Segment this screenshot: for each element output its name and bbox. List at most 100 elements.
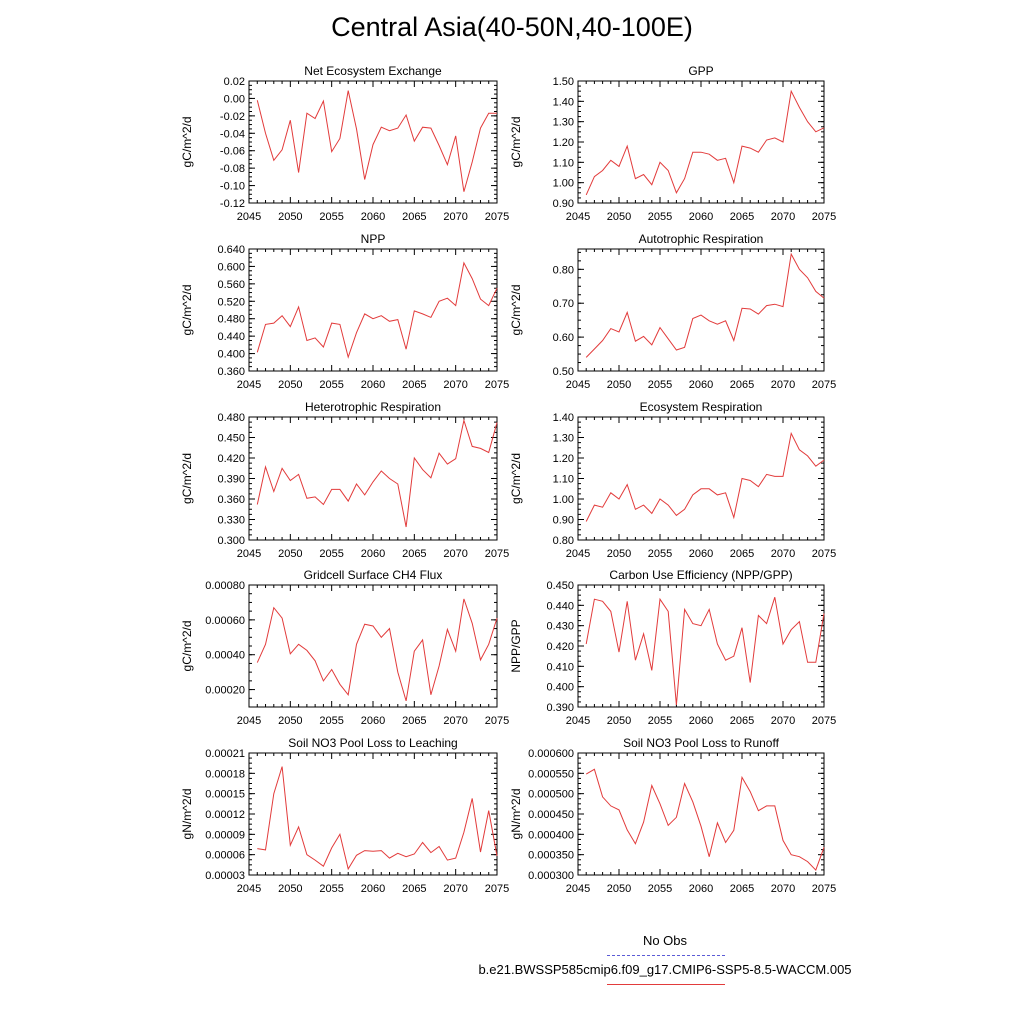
y-tick-label: 0.00006: [205, 850, 245, 862]
series-line: [585, 89, 825, 196]
plot-frame: [577, 80, 825, 204]
panel-title: Heterotrophic Respiration: [305, 400, 441, 414]
y-axis-label: gC/m^2/d: [509, 453, 523, 504]
y-axis-label: gC/m^2/d: [180, 117, 194, 168]
series-line: [585, 768, 825, 872]
y-tick-label: 0.00021: [205, 748, 245, 760]
y-tick-label: 0.330: [217, 515, 245, 527]
x-tick-label: 2075: [485, 715, 509, 727]
x-tick-label: 2050: [607, 715, 631, 727]
panel-9: Soil NO3 Pool Loss to Leaching gN/m^2/d 20…: [180, 736, 509, 895]
y-axis-label: gC/m^2/d: [509, 117, 523, 168]
y-tick-label: 0.480: [217, 412, 245, 424]
y-tick-label: 0.410: [546, 661, 574, 673]
x-tick-label: 2065: [730, 379, 754, 391]
x-tick-label: 2050: [278, 379, 302, 391]
y-tick-label: -0.12: [220, 198, 245, 210]
x-tick-label: 2070: [443, 883, 467, 895]
y-axis-label: gC/m^2/d: [180, 285, 194, 336]
y-tick-label: 0.420: [546, 641, 574, 653]
y-tick-label: 0.00003: [205, 870, 245, 882]
panel-8: Carbon Use Efficiency (NPP/GPP) NPP/GPP 20…: [509, 568, 836, 727]
y-tick-label: 0.360: [217, 494, 245, 506]
y-tick-label: 0.00: [224, 93, 245, 105]
panel-4: Autotrophic Respiration gC/m^2/d 2045 2050 2…: [509, 232, 836, 391]
y-tick-label: 0.000450: [528, 809, 574, 821]
x-tick-label: 2065: [402, 883, 426, 895]
x-tick-label: 2075: [485, 211, 509, 223]
x-tick-label: 2070: [443, 379, 467, 391]
y-tick-label: -0.04: [220, 128, 245, 140]
x-tick-label: 2075: [485, 379, 509, 391]
x-tick-label: 2070: [771, 211, 795, 223]
figure-title: Central Asia(40-50N,40-100E): [331, 12, 693, 42]
y-tick-label: 0.000400: [528, 829, 574, 841]
x-tick-label: 2060: [689, 883, 713, 895]
x-tick-label: 2055: [319, 211, 343, 223]
y-tick-label: 0.00020: [205, 685, 245, 697]
x-tick-label: 2075: [485, 883, 509, 895]
x-tick-label: 2065: [402, 548, 426, 560]
y-tick-label: 0.00040: [205, 650, 245, 662]
y-tick-label: 1.10: [553, 157, 574, 169]
y-tick-label: 0.520: [217, 296, 245, 308]
y-axis-label: gN/m^2/d: [180, 789, 194, 840]
panel-title: Ecosystem Respiration: [640, 400, 763, 414]
panel-title: Soil NO3 Pool Loss to Leaching: [288, 736, 457, 750]
y-tick-label: -0.08: [220, 163, 245, 175]
x-tick-label: 2065: [730, 883, 754, 895]
legend-obs-label: No Obs: [642, 933, 688, 948]
panel-1: Net Ecosystem Exchange gC/m^2/d 2045 2050 20…: [180, 64, 509, 223]
y-tick-label: 1.40: [553, 412, 574, 424]
y-tick-label: 0.600: [217, 261, 245, 273]
x-tick-label: 2045: [237, 211, 261, 223]
x-tick-label: 2045: [566, 715, 590, 727]
y-axis-label: gC/m^2/d: [509, 285, 523, 336]
y-tick-label: 0.000300: [528, 870, 574, 882]
y-tick-label: 1.40: [553, 96, 574, 108]
x-tick-label: 2055: [319, 715, 343, 727]
x-tick-label: 2070: [771, 379, 795, 391]
x-tick-label: 2045: [566, 379, 590, 391]
plot-frame: [577, 416, 825, 541]
y-tick-label: 0.90: [553, 198, 574, 210]
series-line: [256, 261, 498, 359]
y-tick-label: 0.00018: [205, 768, 245, 780]
x-tick-label: 2045: [566, 883, 590, 895]
plot-frame: [248, 80, 498, 204]
y-axis-label: gC/m^2/d: [180, 453, 194, 504]
x-tick-label: 2075: [812, 883, 836, 895]
y-tick-label: 0.00012: [205, 809, 245, 821]
series-line: [585, 431, 825, 522]
x-tick-label: 2055: [648, 715, 672, 727]
x-tick-label: 2055: [319, 548, 343, 560]
x-tick-label: 2075: [812, 211, 836, 223]
panel-6: Ecosystem Respiration gC/m^2/d 2045 2050 205…: [509, 400, 836, 560]
panel-2: GPP gC/m^2/d 2045 2050 2055 2060 2065 2070 2075 0…: [509, 64, 836, 223]
panel-title: GPP: [688, 64, 713, 78]
x-tick-label: 2065: [730, 211, 754, 223]
panel-title: Net Ecosystem Exchange: [304, 64, 442, 78]
plot-frame: [248, 416, 498, 541]
legend-obs-line: [607, 955, 725, 956]
x-tick-label: 2070: [771, 715, 795, 727]
panel-title: Soil NO3 Pool Loss to Runoff: [623, 736, 780, 750]
plot-frame: [577, 248, 825, 372]
y-tick-label: -0.10: [220, 181, 245, 193]
y-axis-label: gC/m^2/d: [180, 621, 194, 672]
plot-frame: [248, 584, 498, 708]
x-tick-label: 2055: [648, 883, 672, 895]
x-tick-label: 2060: [689, 379, 713, 391]
x-tick-label: 2045: [237, 548, 261, 560]
x-tick-label: 2045: [237, 883, 261, 895]
plot-frame: [577, 584, 825, 708]
y-tick-label: -0.06: [220, 146, 245, 158]
panel-3: NPP gC/m^2/d 2045 2050 2055 2060 2065 2070 2075 0…: [180, 232, 509, 391]
y-tick-label: 0.480: [217, 314, 245, 326]
panel-title: Carbon Use Efficiency (NPP/GPP): [609, 568, 792, 582]
x-tick-label: 2055: [648, 211, 672, 223]
x-tick-label: 2045: [237, 715, 261, 727]
legend-case-label: b.e21.BWSSP585cmip6.f09_g17.CMIP6-SSP5-8…: [478, 962, 852, 977]
x-tick-label: 2050: [278, 883, 302, 895]
